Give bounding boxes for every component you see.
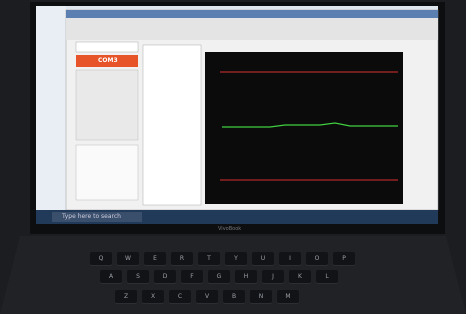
toolbar [66,18,438,40]
key[interactable]: U [252,252,274,265]
key[interactable]: A [100,270,122,283]
key[interactable]: I [279,252,301,265]
desktop-icons [36,6,66,210]
laptop [0,0,466,314]
plot-area [205,52,403,204]
key[interactable]: L [316,270,338,283]
photo: COM3 Type here to search VivoBook QWERTY… [0,0,466,314]
key[interactable]: O [306,252,328,265]
key[interactable]: Z [115,290,137,303]
key[interactable]: E [144,252,166,265]
key[interactable]: H [235,270,257,283]
key[interactable]: C [169,290,191,303]
key[interactable]: Y [225,252,247,265]
field [76,42,138,52]
key[interactable]: Q [90,252,112,265]
brand: VivoBook [218,226,241,232]
key[interactable]: D [154,270,176,283]
search-text[interactable]: Type here to search [62,213,121,220]
key[interactable]: W [117,252,139,265]
key[interactable]: N [250,290,272,303]
key[interactable]: S [127,270,149,283]
key[interactable]: K [289,270,311,283]
port-label: COM3 [98,57,118,64]
settings [76,145,138,200]
key[interactable]: R [171,252,193,265]
title-bar [66,10,438,18]
key[interactable]: T [198,252,220,265]
controls [76,70,138,140]
key[interactable]: X [142,290,164,303]
key[interactable]: V [196,290,218,303]
key[interactable]: M [277,290,299,303]
key[interactable]: F [181,270,203,283]
key[interactable]: B [223,290,245,303]
key[interactable]: J [262,270,284,283]
data-table [143,45,201,205]
key[interactable]: P [333,252,355,265]
key[interactable]: G [208,270,230,283]
